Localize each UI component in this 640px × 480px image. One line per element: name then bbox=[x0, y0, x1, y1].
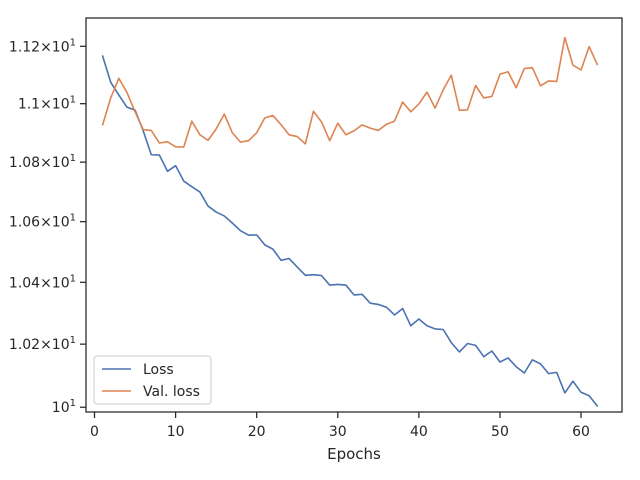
legend: Loss Val. loss bbox=[93, 355, 212, 405]
x-tick-label: 30 bbox=[329, 424, 347, 440]
series-line-val-loss bbox=[101, 36, 599, 148]
legend-box bbox=[93, 355, 212, 405]
x-tick-label: 0 bbox=[90, 424, 99, 440]
y-tick-label: 101 bbox=[52, 398, 76, 416]
plot-area bbox=[86, 18, 622, 412]
x-tick-label: 60 bbox=[572, 424, 590, 440]
y-tick-label: 1.1×101 bbox=[18, 95, 76, 113]
legend-label-loss: Loss bbox=[143, 362, 174, 378]
y-tick-label: 1.08×101 bbox=[9, 153, 76, 171]
x-tick-label: 10 bbox=[167, 424, 185, 440]
series-line-loss bbox=[101, 55, 599, 407]
x-axis-label: Epochs bbox=[327, 445, 381, 463]
y-tick-label: 1.12×101 bbox=[9, 37, 76, 55]
y-tick-label: 1.02×101 bbox=[9, 335, 76, 353]
x-tick-label: 20 bbox=[248, 424, 266, 440]
plot-frame bbox=[85, 17, 623, 413]
x-tick-label: 50 bbox=[491, 424, 509, 440]
y-tick-label: 1.04×101 bbox=[9, 273, 76, 291]
y-tick-label: 1.06×101 bbox=[9, 213, 76, 231]
legend-label-val-loss: Val. loss bbox=[143, 384, 200, 400]
x-tick-label: 40 bbox=[410, 424, 428, 440]
